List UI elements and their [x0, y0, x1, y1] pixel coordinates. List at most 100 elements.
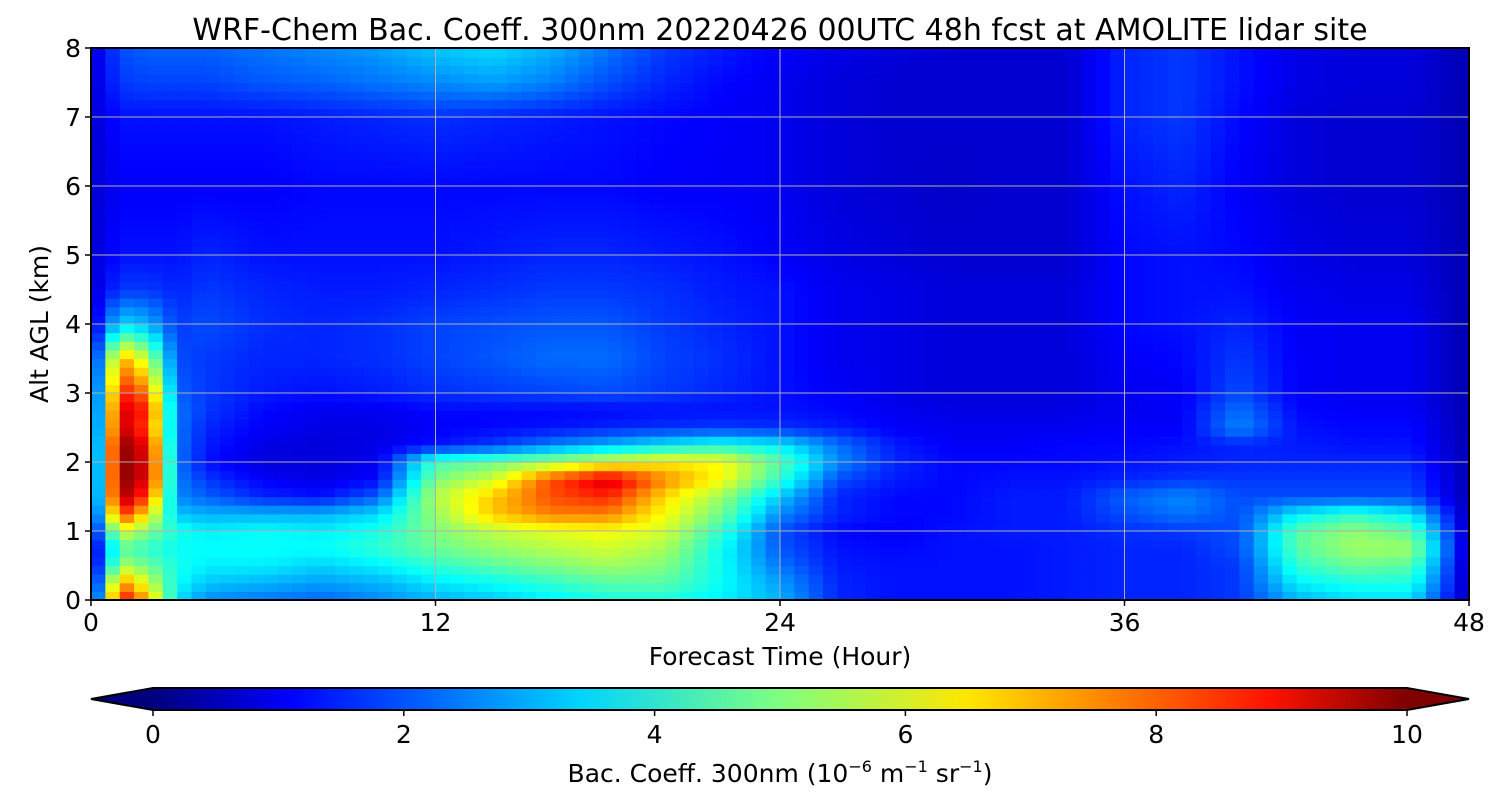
heatmap-cell: [1110, 436, 1126, 446]
heatmap-cell: [937, 470, 953, 480]
heatmap-cell: [1038, 444, 1054, 454]
heatmap-cell: [435, 229, 451, 239]
heatmap-cell: [105, 108, 121, 118]
heatmap-cell: [693, 56, 709, 66]
heatmap-cell: [808, 82, 824, 92]
heatmap-cell: [134, 341, 150, 351]
heatmap-cell: [837, 203, 853, 213]
heatmap-cell: [937, 496, 953, 506]
heatmap-cell: [378, 470, 394, 480]
heatmap-cell: [1153, 280, 1169, 291]
heatmap-cell: [205, 444, 221, 454]
heatmap-cell: [134, 134, 150, 144]
heatmap-cell: [148, 324, 164, 334]
heatmap-cell: [679, 255, 695, 265]
heatmap-cell: [937, 548, 953, 558]
heatmap-cell: [1038, 272, 1054, 282]
heatmap-cell: [966, 315, 982, 325]
heatmap-cell: [335, 246, 350, 256]
heatmap-cell: [837, 332, 853, 342]
heatmap-cell: [162, 108, 178, 118]
heatmap-cell: [535, 117, 551, 127]
heatmap-cell: [1138, 453, 1154, 463]
heatmap-cell: [162, 574, 178, 584]
heatmap-cell: [952, 65, 968, 75]
heatmap-cell: [363, 117, 379, 127]
heatmap-cell: [1038, 315, 1054, 325]
heatmap-cell: [880, 220, 896, 230]
heatmap-cell: [191, 91, 207, 101]
heatmap-cell: [248, 539, 264, 549]
heatmap-cell: [205, 470, 221, 480]
heatmap-cell: [780, 444, 795, 454]
heatmap-cell: [722, 65, 738, 75]
heatmap-cell: [392, 548, 408, 558]
heatmap-cell: [162, 48, 178, 58]
heatmap-cell: [277, 505, 293, 515]
heatmap-cell: [980, 203, 996, 213]
heatmap-cell: [823, 211, 839, 222]
heatmap-cell: [909, 513, 925, 523]
heatmap-cell: [134, 393, 150, 403]
heatmap-cell: [191, 462, 207, 472]
heatmap-cell: [966, 194, 982, 204]
heatmap-cell: [1009, 151, 1025, 161]
heatmap-cell: [248, 151, 264, 161]
heatmap-cell: [220, 73, 236, 84]
heatmap-cell: [535, 332, 551, 342]
heatmap-cell: [550, 393, 566, 403]
heatmap-cell: [1181, 229, 1197, 239]
heatmap-cell: [134, 91, 150, 101]
heatmap-cell: [205, 298, 221, 308]
heatmap-cell: [794, 591, 810, 600]
heatmap-cell: [1153, 211, 1169, 222]
heatmap-cell: [1196, 177, 1212, 187]
heatmap-cell: [191, 255, 207, 265]
heatmap-cell: [1124, 410, 1140, 420]
heatmap-cell: [105, 367, 121, 377]
heatmap-cell: [1181, 48, 1197, 58]
heatmap-cell: [91, 591, 106, 600]
heatmap-cell: [162, 306, 178, 316]
heatmap-cell: [492, 99, 508, 109]
heatmap-cell: [751, 229, 767, 239]
heatmap-cell: [119, 479, 135, 489]
heatmap-cell: [449, 384, 465, 394]
heatmap-cell: [392, 539, 408, 549]
heatmap-cell: [421, 91, 437, 101]
heatmap-cell: [550, 220, 566, 230]
heatmap-cell: [1124, 496, 1140, 506]
heatmap-cell: [952, 418, 968, 429]
heatmap-cell: [780, 505, 795, 515]
heatmap-cell: [636, 436, 652, 446]
heatmap-cell: [894, 341, 910, 351]
heatmap-cell: [650, 168, 666, 178]
heatmap-cell: [478, 444, 494, 454]
heatmap-cell: [780, 237, 795, 247]
heatmap-cell: [91, 548, 106, 558]
heatmap-cell: [162, 358, 178, 368]
heatmap-cell: [306, 410, 322, 420]
heatmap-cell: [550, 160, 566, 170]
heatmap-cell: [1110, 358, 1126, 368]
heatmap-cell: [980, 479, 996, 489]
heatmap-cell: [148, 73, 164, 84]
heatmap-cell: [320, 332, 336, 342]
heatmap-cell: [1038, 513, 1054, 523]
heatmap-cell: [421, 82, 437, 92]
heatmap-cell: [435, 91, 451, 101]
heatmap-cell: [535, 505, 551, 515]
heatmap-cell: [277, 324, 293, 334]
heatmap-cell: [579, 453, 594, 463]
heatmap-cell: [1052, 591, 1068, 600]
heatmap-cell: [851, 496, 867, 506]
heatmap-cell: [119, 444, 135, 454]
heatmap-cell: [335, 556, 350, 567]
heatmap-cell: [421, 418, 437, 429]
heatmap-cell: [794, 160, 810, 170]
heatmap-cell: [1167, 470, 1183, 480]
heatmap-cell: [464, 574, 480, 584]
heatmap-cell: [622, 462, 638, 472]
heatmap-cell: [134, 246, 150, 256]
heatmap-cell: [177, 263, 193, 273]
